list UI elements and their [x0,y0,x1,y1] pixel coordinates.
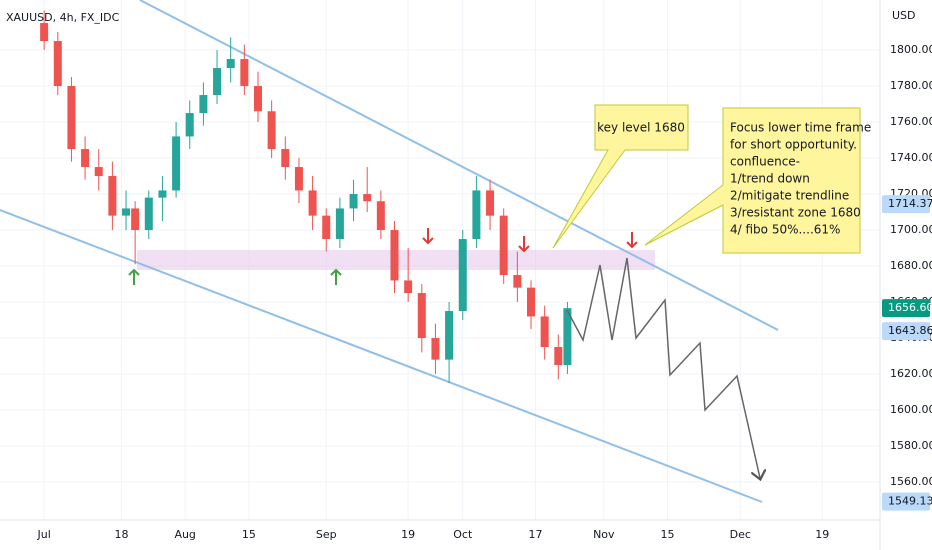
candle-body [226,59,235,69]
candle-body [40,23,49,42]
candles [40,10,572,384]
x-tick-label: Sep [316,528,337,541]
candle-body [185,113,194,137]
candle-body [349,194,358,209]
candle-body [486,190,495,216]
x-tick-label: 18 [114,528,128,541]
up-arrow [128,268,140,285]
x-tick-label: 15 [242,528,256,541]
candle-body [158,190,167,198]
candle-body [131,208,140,231]
candle-body [281,149,290,168]
candle-body [294,167,303,191]
candle-body [94,167,103,177]
candle-body [563,308,572,366]
callout-line: 2/mitigate trendline [730,189,849,203]
price-label-box [882,299,930,318]
candle-body [81,149,90,168]
y-tick-label: 1760.00 [890,115,932,128]
candle-body [172,136,181,191]
callout-line: 3/resistant zone 1680 [730,206,861,220]
x-tick-label: 15 [661,528,675,541]
axes: 1560.001580.001600.001620.001640.001660.… [36,43,932,541]
callout-text-block: Focus lower time frame for short opportun… [730,121,871,237]
candle-body [240,59,249,87]
down-arrow [626,232,638,249]
callout-line: for short opportunity. [730,138,857,152]
candle-body [527,287,536,317]
candle-body [253,86,262,112]
price-label-box [882,492,930,511]
price-label: 1714.37 [888,197,932,210]
x-tick-label: Jul [36,528,50,541]
chart-title: XAUUSD, 4h, FX_IDC [6,11,120,24]
candle-body [267,111,276,150]
callout-line: Focus lower time frame [730,121,871,135]
candle-body [363,194,372,202]
x-tick-label: Nov [593,528,615,541]
x-tick-label: Oct [453,528,473,541]
upper-trendline [139,0,779,331]
candle-body [431,338,440,360]
down-arrow [422,228,434,245]
y-tick-label: 1800.00 [890,43,932,56]
candle-body [472,190,481,240]
arrows [128,228,638,285]
y-unit: USD [892,9,916,22]
callout-focus [644,107,861,254]
y-tick-label: 1700.00 [890,223,932,236]
x-tick-label: Aug [174,528,195,541]
callout-line: 4/ fibo 50%....61% [730,223,840,237]
candle-body [390,230,399,281]
y-tick-label: 1580.00 [890,439,932,452]
price-label: 1656.60 [888,301,932,314]
candle-body [445,311,454,360]
candle-body [513,275,522,288]
candle-body [404,280,413,294]
candle-body [540,316,549,348]
up-arrow [330,268,342,285]
callout-key-level [552,104,689,249]
candle-body [458,239,467,312]
candle-body [53,41,62,87]
candle-body [554,347,563,366]
callout-line: confluence- [730,155,800,169]
candle-body [122,208,131,216]
price-label: 1549.13 [888,495,932,508]
y-tick-label: 1740.00 [890,151,932,164]
price-label-box [882,322,930,341]
callout-line: 1/trend down [730,172,810,186]
y-tick-label: 1780.00 [890,79,932,92]
y-tick-label: 1560.00 [890,475,932,488]
candle-body [199,95,208,114]
price-label-box [882,195,930,214]
projection-path [566,257,760,478]
candle-body [144,197,153,231]
x-tick-label: 19 [401,528,415,541]
down-arrow [518,236,530,253]
lower-trendline [0,209,763,503]
y-tick-label: 1600.00 [890,403,932,416]
y-tick-label: 1680.00 [890,259,932,272]
candle-body [213,68,222,96]
y-tick-label: 1620.00 [890,367,932,380]
price-label: 1643.86 [888,324,932,337]
x-tick-label: 17 [529,528,543,541]
candle-body [335,208,344,240]
candle-body [499,215,508,276]
candle-body [417,293,426,339]
candle-body [376,201,385,231]
candle-body [108,176,117,216]
x-tick-label: Dec [730,528,751,541]
candle-body [322,215,331,240]
candle-body [308,190,317,216]
x-tick-label: 19 [815,528,829,541]
candle-body [67,86,76,150]
callout-text: key level 1680 [597,121,685,135]
